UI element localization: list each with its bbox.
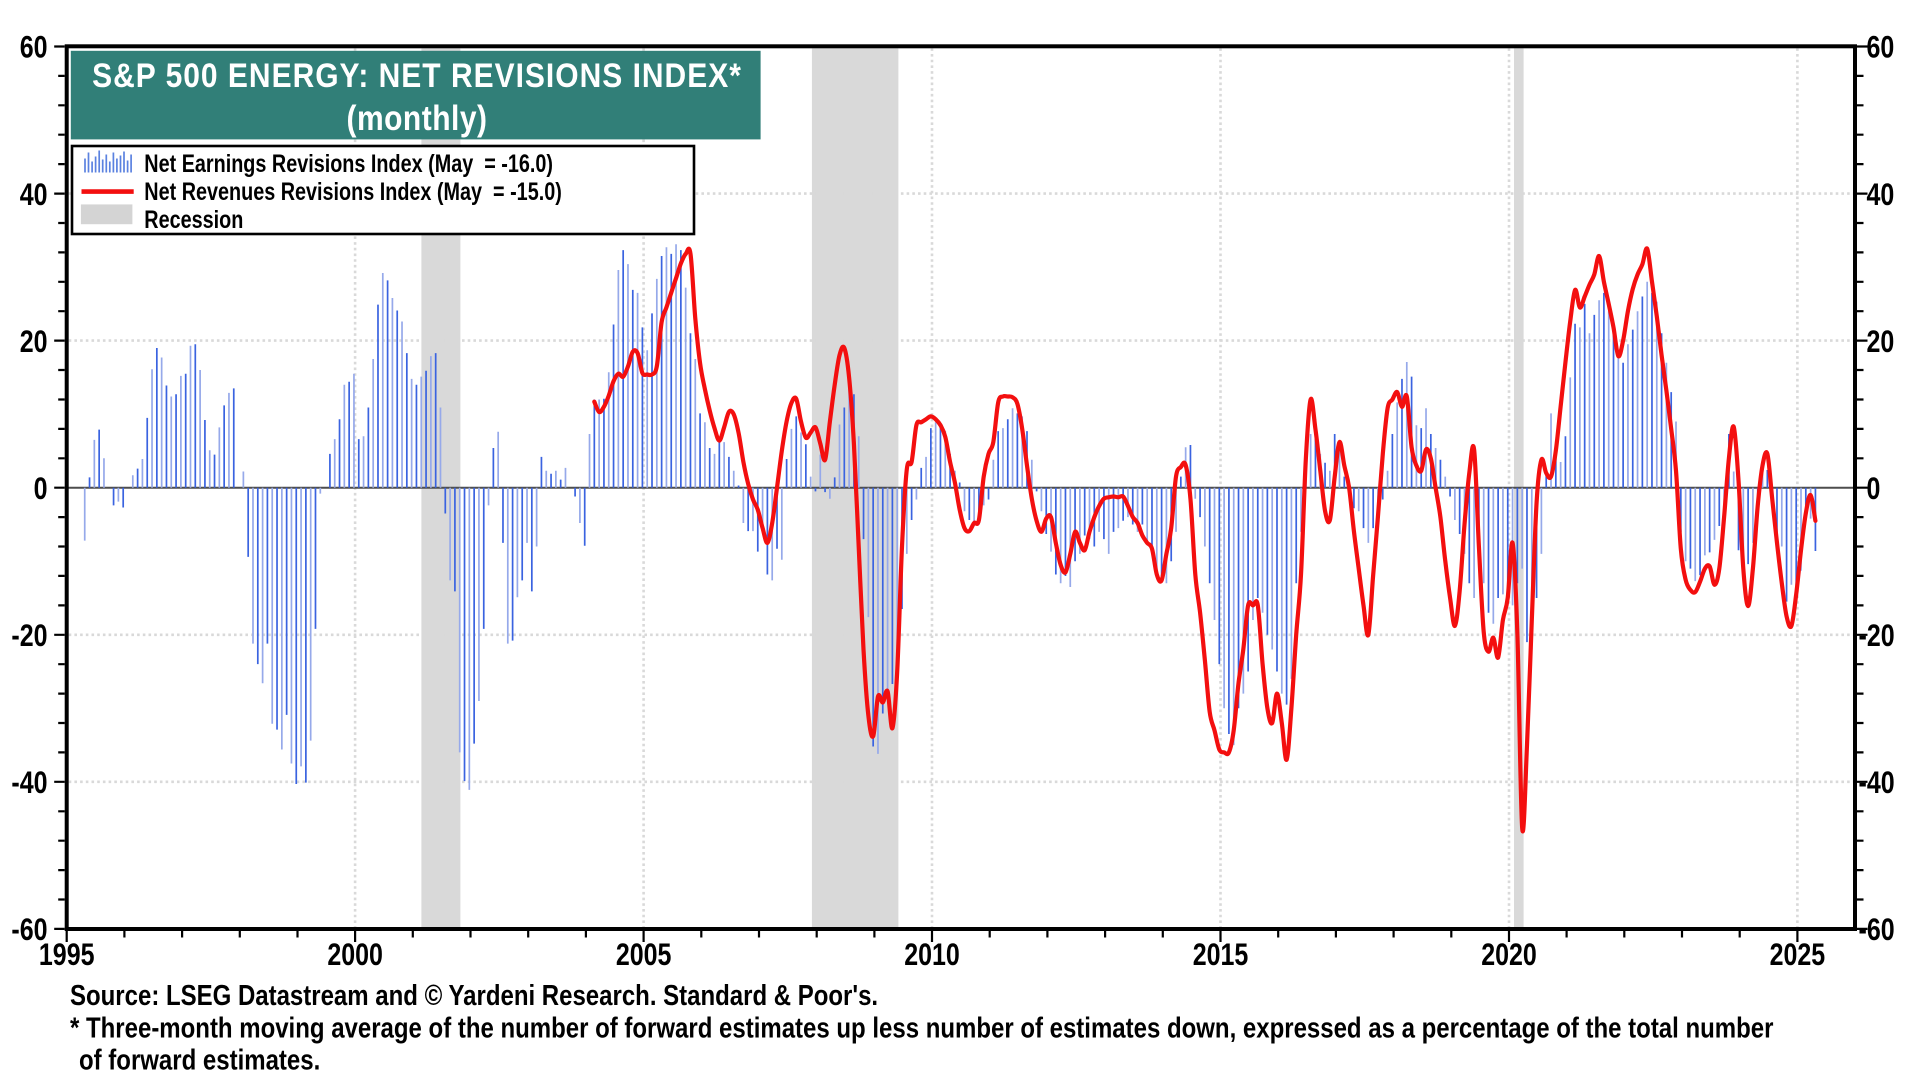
svg-text:-60: -60 [11, 911, 47, 946]
svg-text:* Three-month moving average o: * Three-month moving average of the numb… [70, 1012, 1773, 1044]
svg-text:Source: LSEG Datastream and ©: Source: LSEG Datastream and © Yardeni Re… [70, 979, 878, 1011]
svg-text:-40: -40 [11, 764, 47, 799]
svg-text:2015: 2015 [1193, 936, 1249, 971]
svg-text:60: 60 [20, 29, 48, 64]
svg-text:-20: -20 [1859, 617, 1895, 652]
svg-text:Net Earnings Revisions Index (: Net Earnings Revisions Index (May = -16.… [144, 150, 553, 178]
svg-text:1995: 1995 [39, 936, 95, 971]
svg-text:2010: 2010 [904, 936, 960, 971]
svg-text:60: 60 [1867, 29, 1895, 64]
svg-text:Net Revenues Revisions Index (: Net Revenues Revisions Index (May = -15.… [144, 178, 562, 206]
svg-text:(monthly): (monthly) [346, 98, 487, 138]
svg-text:S&P 500 ENERGY: NET REVISIONS: S&P 500 ENERGY: NET REVISIONS INDEX* [92, 56, 742, 94]
svg-text:2025: 2025 [1770, 936, 1826, 971]
svg-text:2020: 2020 [1481, 936, 1537, 971]
svg-text:0: 0 [34, 470, 48, 505]
svg-text:Recession: Recession [144, 206, 243, 234]
svg-text:0: 0 [1867, 470, 1881, 505]
svg-text:of forward estimates.: of forward estimates. [79, 1044, 320, 1076]
svg-text:-40: -40 [1859, 764, 1895, 799]
svg-text:20: 20 [20, 323, 48, 358]
svg-text:2005: 2005 [616, 936, 672, 971]
svg-text:40: 40 [20, 176, 48, 211]
svg-text:40: 40 [1867, 176, 1895, 211]
svg-text:20: 20 [1867, 323, 1895, 358]
svg-text:2000: 2000 [327, 936, 383, 971]
svg-text:-20: -20 [11, 617, 47, 652]
svg-text:-60: -60 [1859, 911, 1895, 946]
